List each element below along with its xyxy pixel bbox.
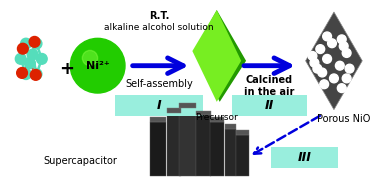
FancyBboxPatch shape bbox=[179, 103, 196, 108]
FancyBboxPatch shape bbox=[224, 129, 236, 176]
FancyBboxPatch shape bbox=[232, 95, 307, 116]
Circle shape bbox=[323, 54, 331, 63]
Text: III: III bbox=[298, 151, 312, 164]
Text: Supercapacitor: Supercapacitor bbox=[43, 156, 117, 166]
FancyBboxPatch shape bbox=[272, 147, 338, 168]
Circle shape bbox=[335, 61, 344, 70]
Text: Porous NiO: Porous NiO bbox=[317, 114, 370, 124]
Circle shape bbox=[328, 39, 336, 48]
Text: +: + bbox=[59, 60, 74, 78]
Circle shape bbox=[25, 58, 35, 69]
FancyBboxPatch shape bbox=[150, 117, 166, 122]
Circle shape bbox=[17, 67, 27, 78]
Text: Calcined
in the air: Calcined in the air bbox=[244, 75, 295, 97]
Text: Self-assembly: Self-assembly bbox=[125, 79, 193, 89]
Circle shape bbox=[70, 38, 125, 93]
FancyBboxPatch shape bbox=[236, 135, 249, 176]
FancyBboxPatch shape bbox=[224, 124, 236, 129]
Text: R.T.: R.T. bbox=[149, 11, 169, 21]
FancyBboxPatch shape bbox=[210, 122, 224, 176]
FancyBboxPatch shape bbox=[167, 108, 181, 113]
Circle shape bbox=[337, 35, 346, 44]
Circle shape bbox=[21, 69, 31, 79]
Circle shape bbox=[21, 38, 31, 49]
FancyBboxPatch shape bbox=[210, 117, 224, 122]
Circle shape bbox=[15, 53, 26, 64]
Circle shape bbox=[342, 49, 351, 57]
Text: II: II bbox=[265, 99, 274, 112]
Circle shape bbox=[316, 45, 325, 53]
Circle shape bbox=[82, 50, 98, 66]
Circle shape bbox=[310, 58, 319, 67]
Circle shape bbox=[345, 64, 354, 73]
FancyBboxPatch shape bbox=[150, 122, 166, 176]
FancyBboxPatch shape bbox=[196, 115, 211, 176]
Circle shape bbox=[30, 70, 41, 80]
FancyBboxPatch shape bbox=[196, 111, 211, 115]
FancyBboxPatch shape bbox=[236, 130, 249, 135]
Circle shape bbox=[329, 74, 338, 83]
Polygon shape bbox=[192, 10, 241, 102]
Circle shape bbox=[31, 38, 42, 49]
Circle shape bbox=[320, 80, 329, 89]
FancyBboxPatch shape bbox=[167, 113, 181, 176]
Circle shape bbox=[323, 32, 331, 41]
Circle shape bbox=[337, 84, 346, 93]
Polygon shape bbox=[194, 10, 246, 102]
Circle shape bbox=[342, 74, 351, 83]
Circle shape bbox=[18, 43, 28, 54]
Text: alkaline alcohol solution: alkaline alcohol solution bbox=[104, 23, 214, 32]
FancyBboxPatch shape bbox=[115, 95, 203, 116]
Circle shape bbox=[31, 69, 42, 79]
Circle shape bbox=[308, 52, 317, 60]
Circle shape bbox=[339, 42, 348, 51]
Text: I: I bbox=[157, 99, 162, 112]
Circle shape bbox=[27, 49, 38, 60]
Text: Precursor: Precursor bbox=[195, 113, 238, 122]
FancyBboxPatch shape bbox=[179, 108, 196, 176]
Text: Ni²⁺: Ni²⁺ bbox=[86, 61, 110, 71]
Circle shape bbox=[318, 68, 327, 77]
Circle shape bbox=[29, 36, 40, 47]
Polygon shape bbox=[306, 12, 362, 110]
Circle shape bbox=[313, 64, 322, 73]
Circle shape bbox=[36, 53, 47, 64]
